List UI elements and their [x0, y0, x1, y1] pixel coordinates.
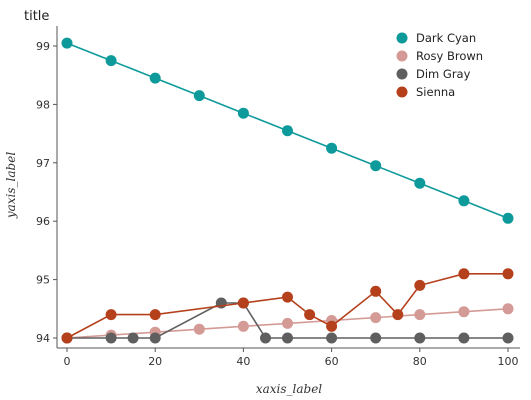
data-point-dark-cyan	[149, 72, 161, 84]
data-point-sienna	[105, 309, 117, 321]
data-point-dark-cyan	[414, 177, 426, 189]
data-point-sienna	[237, 297, 249, 309]
legend-label-dark-cyan: Dark Cyan	[416, 31, 476, 45]
data-point-sienna	[414, 279, 426, 291]
data-point-rosy-brown	[370, 312, 382, 324]
y-tick-label: 97	[36, 157, 50, 170]
data-point-rosy-brown	[458, 306, 470, 318]
data-point-sienna	[149, 309, 161, 321]
y-axis-label: yaxis_label	[4, 152, 18, 219]
data-point-rosy-brown	[414, 309, 426, 321]
data-point-dark-cyan	[326, 142, 338, 154]
data-point-dark-cyan	[193, 90, 205, 102]
legend-marker-rosy-brown	[396, 50, 408, 62]
data-point-dim-gray	[127, 332, 139, 344]
x-tick-label: 0	[64, 355, 71, 368]
legend-marker-dim-gray	[396, 68, 408, 80]
data-point-dim-gray	[414, 332, 426, 344]
data-point-dark-cyan	[282, 125, 293, 137]
x-tick-label: 60	[325, 355, 339, 368]
legend-marker-sienna	[396, 86, 408, 98]
legend-label-dim-gray: Dim Gray	[416, 67, 471, 81]
data-point-dim-gray	[282, 332, 293, 344]
data-point-sienna	[502, 268, 514, 280]
x-tick-label: 20	[148, 355, 162, 368]
data-point-dim-gray	[260, 332, 271, 344]
data-point-dark-cyan	[105, 55, 117, 67]
data-point-dark-cyan	[370, 160, 382, 172]
data-point-sienna	[458, 268, 470, 280]
data-point-dim-gray	[149, 332, 161, 344]
y-tick-label: 94	[36, 332, 50, 345]
axes: 94 95 96 97 98 99 0 20 40 60 80 100	[36, 26, 520, 368]
legend-label-sienna: Sienna	[416, 85, 455, 99]
data-point-dark-cyan	[458, 195, 470, 207]
data-point-sienna	[326, 320, 338, 332]
data-point-rosy-brown	[502, 303, 514, 315]
data-point-dim-gray	[326, 332, 338, 344]
x-tick-label: 40	[236, 355, 250, 368]
data-point-dark-cyan	[61, 37, 73, 49]
series-line-sienna	[66, 272, 508, 339]
data-point-dim-gray	[370, 332, 382, 344]
x-axis-label: xaxis_label	[256, 382, 322, 396]
data-point-dim-gray	[458, 332, 470, 344]
data-point-sienna	[392, 309, 404, 321]
data-point-rosy-brown	[193, 323, 205, 335]
series-dark-cyan	[61, 37, 514, 224]
legend-marker-dark-cyan	[396, 32, 408, 44]
y-tick-label: 96	[36, 215, 50, 228]
data-point-sienna	[61, 332, 73, 344]
legend-label-rosy-brown: Rosy Brown	[416, 49, 483, 63]
data-point-dim-gray	[502, 332, 514, 344]
data-point-dim-gray	[105, 332, 117, 344]
data-point-sienna	[304, 309, 316, 321]
y-tick-label: 98	[36, 98, 50, 111]
data-point-sienna	[370, 285, 382, 297]
series-layer	[61, 37, 514, 344]
data-point-dark-cyan	[502, 212, 514, 224]
chart-title: title	[24, 9, 49, 24]
series-dim-gray	[61, 297, 514, 344]
data-point-rosy-brown	[237, 320, 249, 332]
data-point-dark-cyan	[237, 107, 249, 119]
x-tick-label: 100	[498, 355, 519, 368]
x-tick-label: 80	[413, 355, 427, 368]
y-tick-label: 99	[36, 40, 50, 53]
series-sienna	[61, 268, 514, 344]
data-point-rosy-brown	[282, 317, 293, 329]
data-point-sienna	[282, 291, 293, 303]
legend: Dark Cyan Rosy Brown Dim Gray Sienna	[396, 31, 483, 99]
y-tick-label: 95	[36, 274, 50, 287]
